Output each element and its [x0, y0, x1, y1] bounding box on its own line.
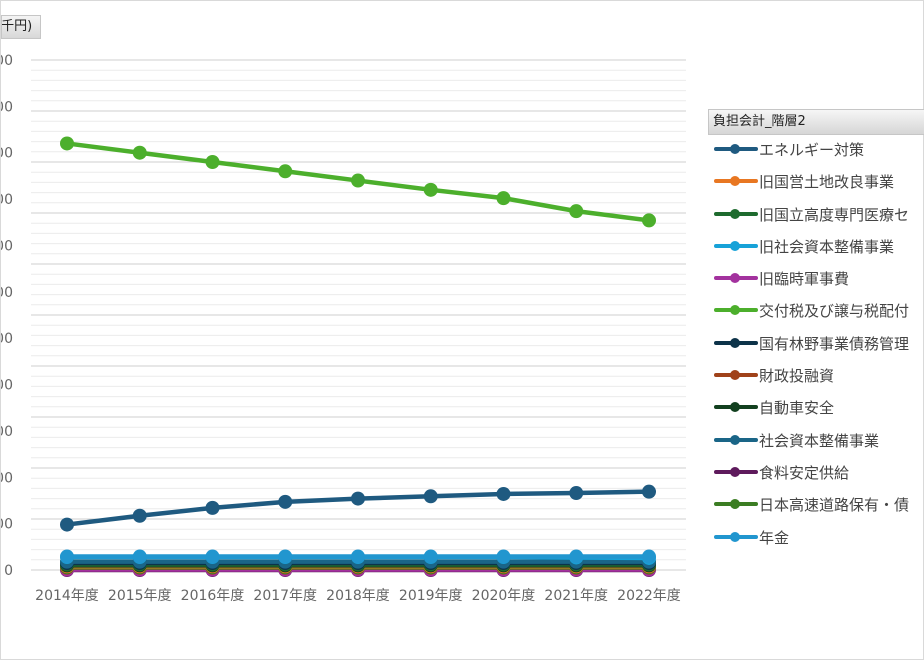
- data-point[interactable]: [60, 517, 74, 532]
- legend-label: 国有林野事業債務管理: [759, 334, 910, 353]
- x-tick-label: 2020年度: [472, 588, 536, 604]
- legend-marker: [730, 337, 740, 348]
- y-tick-label: 00: [1, 285, 13, 301]
- series-0[interactable]: [60, 484, 656, 532]
- legend-items: エネルギー対策旧国営土地改良事業 旧国立高度専門医療セ 旧社会資本整備事業 旧臨時軍事…: [708, 135, 924, 555]
- data-point[interactable]: [423, 182, 438, 197]
- y-axis-unit-label: (千円): [1, 15, 41, 39]
- legend-label: 旧国立高度専門医療セ: [759, 205, 910, 224]
- legend-marker: [730, 531, 740, 542]
- data-point[interactable]: [642, 213, 656, 228]
- legend-label: 食料安定供給: [759, 463, 850, 482]
- data-point[interactable]: [496, 549, 511, 564]
- data-point[interactable]: [132, 549, 147, 564]
- y-tick-label: 0: [4, 563, 13, 579]
- legend-item-0[interactable]: エネルギー対策: [708, 135, 924, 167]
- x-tick-label: 2017年度: [253, 588, 317, 604]
- data-point[interactable]: [60, 136, 74, 151]
- legend-item-1[interactable]: 旧国営土地改良事業: [708, 167, 924, 199]
- legend-marker: [730, 499, 740, 510]
- data-point[interactable]: [496, 486, 511, 501]
- line-chart: 00000000000000000000000 2014年度2015年度2016…: [1, 53, 686, 604]
- data-point[interactable]: [205, 155, 220, 169]
- x-tick-label: 2015年度: [108, 588, 172, 604]
- data-point[interactable]: [278, 164, 293, 179]
- legend-item-9[interactable]: 社会資本整備事業: [708, 426, 924, 458]
- data-point[interactable]: [278, 494, 293, 509]
- y-tick-label: 00: [1, 146, 13, 162]
- series-5[interactable]: [60, 136, 656, 228]
- legend-label: 旧社会資本整備事業: [759, 237, 895, 256]
- legend-label: 交付税及び譲与税配付: [759, 302, 910, 321]
- legend-item-11[interactable]: 日本高速道路保有・債: [708, 490, 924, 522]
- data-point[interactable]: [642, 549, 656, 564]
- legend-label: 財政投融資: [759, 367, 835, 386]
- legend-marker: [730, 370, 740, 381]
- y-axis-ticks: 00000000000000000000000: [1, 53, 13, 579]
- x-axis-ticks: 2014年度 2015年度 2016年度 2017年度 2018年度 2019年度 2020…: [35, 588, 681, 604]
- y-tick-label: 00: [1, 99, 13, 115]
- data-point[interactable]: [351, 173, 365, 188]
- legend-marker: [730, 176, 740, 187]
- legend-marker: [730, 208, 740, 219]
- x-tick-label: 2019年度: [399, 588, 463, 604]
- legend-item-7[interactable]: 財政投融資: [708, 361, 924, 393]
- y-tick-label: 00: [1, 192, 13, 208]
- y-tick-label: 00: [1, 238, 13, 254]
- series-group: [60, 136, 656, 577]
- data-point[interactable]: [132, 508, 147, 523]
- data-point[interactable]: [642, 484, 656, 499]
- legend-label: エネルギー対策: [759, 141, 865, 159]
- data-point[interactable]: [569, 549, 584, 564]
- data-point[interactable]: [569, 204, 584, 219]
- legend-item-3[interactable]: 旧社会資本整備事業: [708, 232, 924, 264]
- data-point[interactable]: [205, 500, 220, 515]
- data-point[interactable]: [132, 145, 147, 160]
- data-point[interactable]: [569, 486, 584, 501]
- y-tick-label: 00: [1, 424, 13, 440]
- legend-label: 自動車安全: [759, 399, 835, 418]
- legend-marker: [730, 240, 740, 251]
- legend-marker: [730, 273, 740, 284]
- legend-label: 日本高速道路保有・債: [759, 496, 910, 515]
- data-point[interactable]: [423, 549, 438, 564]
- legend-title: 負担会計_階層2: [708, 109, 924, 135]
- data-point[interactable]: [205, 549, 220, 564]
- legend-label: 年金: [759, 528, 790, 547]
- y-tick-label: 00: [1, 378, 13, 394]
- y-tick-label: 00: [1, 53, 13, 69]
- y-tick-label: 00: [1, 517, 13, 533]
- legend-label: 旧臨時軍事費: [759, 270, 850, 289]
- x-tick-label: 2018年度: [326, 588, 390, 604]
- legend-item-2[interactable]: 旧国立高度専門医療セ: [708, 200, 924, 232]
- legend-label: 社会資本整備事業: [759, 431, 880, 450]
- y-tick-label: 00: [1, 470, 13, 486]
- legend-marker: [730, 466, 740, 477]
- x-tick-label: 2014年度: [35, 588, 99, 604]
- data-point[interactable]: [423, 489, 438, 504]
- legend-item-12[interactable]: 年金: [708, 523, 924, 555]
- legend-item-5[interactable]: 交付税及び譲与税配付: [708, 296, 924, 328]
- legend-marker: [730, 402, 740, 413]
- legend-marker: [730, 434, 740, 445]
- data-point[interactable]: [278, 549, 293, 564]
- legend-marker: [730, 305, 740, 316]
- legend[interactable]: 負担会計_階層2 エネルギー対策旧国営土地改良事業 旧国立高度専門医療セ 旧社会資本…: [708, 109, 924, 555]
- legend-label: 旧国営土地改良事業: [759, 173, 895, 192]
- x-tick-label: 2016年度: [181, 588, 245, 604]
- data-point[interactable]: [496, 191, 511, 206]
- x-tick-label: 2022年度: [617, 588, 681, 604]
- legend-item-4[interactable]: 旧臨時軍事費: [708, 264, 924, 296]
- legend-item-8[interactable]: 自動車安全: [708, 393, 924, 425]
- series-12[interactable]: [60, 549, 656, 564]
- x-tick-label: 2021年度: [544, 588, 608, 604]
- data-point[interactable]: [351, 549, 365, 564]
- legend-item-6[interactable]: 国有林野事業債務管理: [708, 329, 924, 361]
- data-point[interactable]: [351, 491, 365, 506]
- data-point[interactable]: [60, 549, 74, 564]
- y-tick-label: 00: [1, 331, 13, 347]
- legend-marker: [730, 144, 740, 154]
- legend-item-10[interactable]: 食料安定供給: [708, 458, 924, 490]
